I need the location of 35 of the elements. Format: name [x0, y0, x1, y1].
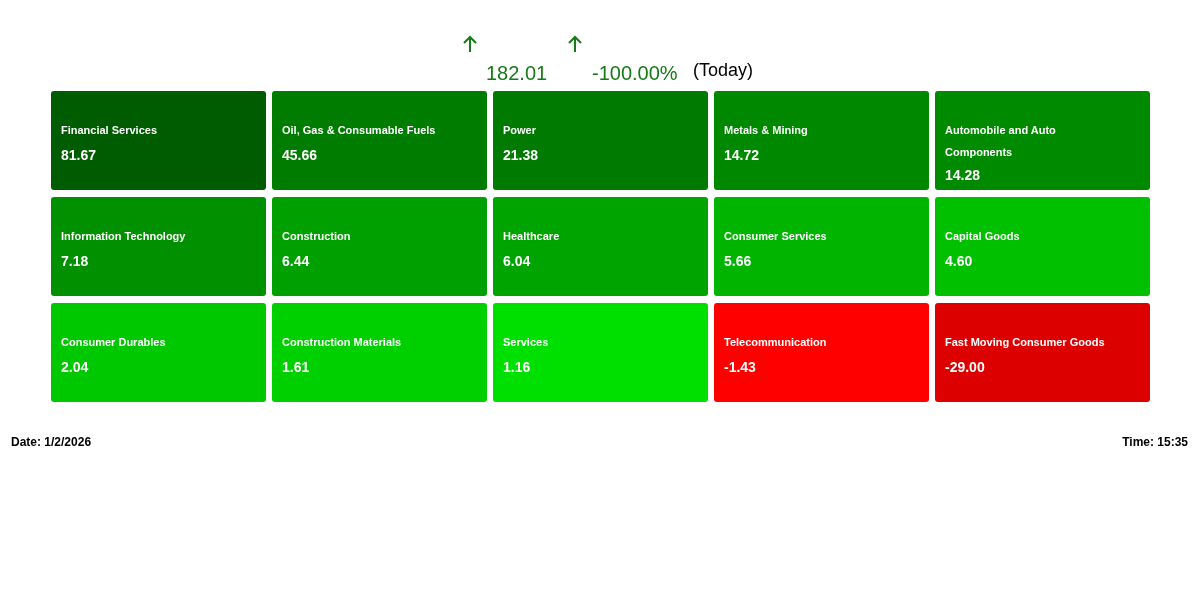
data-label: 2.04: [61, 359, 89, 375]
data-label: -29.00: [945, 359, 985, 375]
category-label: Consumer Durables: [61, 336, 166, 348]
data-label: 1.61: [282, 359, 310, 375]
category-label: Power: [503, 124, 537, 136]
data-label: 4.60: [945, 253, 973, 269]
category-label: Fast Moving Consumer Goods: [945, 336, 1105, 348]
data-label: 45.66: [282, 147, 318, 163]
category-label: Construction: [282, 230, 351, 242]
category-label: Financial Services: [61, 124, 157, 136]
data-label: 1.16: [503, 359, 531, 375]
category-label: Construction Materials: [282, 336, 402, 348]
text: Time: 15:35: [1122, 435, 1188, 449]
category-label: Oil, Gas & Consumable Fuels: [282, 124, 436, 136]
category-label: Metals & Mining: [724, 124, 808, 136]
category-label: Information Technology: [61, 230, 187, 242]
text: Date: 1/2/2026: [11, 435, 92, 449]
text: -100.00%: [592, 62, 678, 85]
category-label: Consumer Services: [724, 230, 827, 242]
data-label: 6.04: [503, 253, 531, 269]
category-label: Services: [503, 336, 549, 348]
data-label: 81.67: [61, 147, 97, 163]
data-label: 5.66: [724, 253, 752, 269]
text: (Today): [693, 60, 754, 81]
text: 182.01: [486, 62, 548, 85]
data-label: 14.28: [945, 167, 981, 183]
data-label: 7.18: [61, 253, 89, 269]
data-label: 21.38: [503, 147, 539, 163]
category-label: Telecommunication: [724, 336, 827, 348]
data-label: 6.44: [282, 253, 310, 269]
category-label: Automobile and Auto Components: [945, 124, 1057, 158]
category-label: Capital Goods: [945, 230, 1020, 242]
data-label: 14.72: [724, 147, 760, 163]
category-label: Healthcare: [503, 230, 560, 242]
data-label: -1.43: [724, 359, 757, 375]
